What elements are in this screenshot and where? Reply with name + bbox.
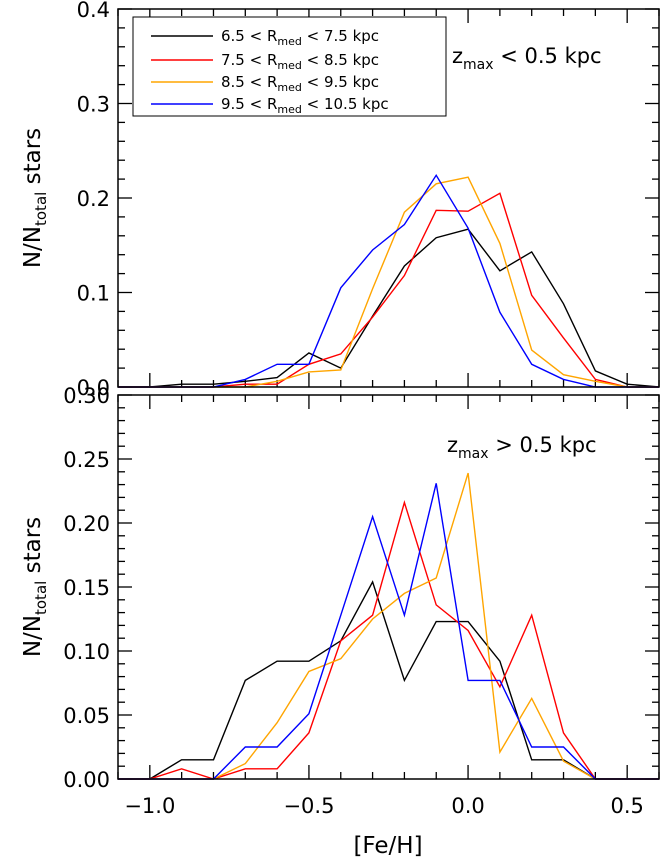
top-zmax-annotation: zmax < 0.5 kpc [452, 44, 602, 73]
y-tick-label: 0.3 [77, 93, 110, 117]
legend-label: 8.5 < Rmed < 9.5 kpc [221, 73, 379, 94]
bot-series-line-2 [118, 472, 659, 780]
x-tick-label: 0.5 [610, 794, 643, 818]
x-tick-label: −1.0 [124, 794, 175, 818]
top-y-tick-labels: 0.0 0.1 0.2 0.3 0.4 [77, 0, 110, 400]
top-panel: 0.0 0.1 0.2 0.3 0.4 N/Ntotal stars zmax < 0.… [20, 0, 660, 400]
legend-entry: 6.5 < Rmed < 7.5 kpc [151, 27, 379, 48]
bottom-series-group [118, 472, 659, 780]
bottom-panel: 0.00 0.05 0.10 0.15 0.20 0.25 0.30 −1.0 −0.5 0.0… [20, 384, 660, 859]
legend-entry: 8.5 < Rmed < 9.5 kpc [151, 73, 379, 94]
y-tick-label: 0.20 [63, 512, 110, 536]
x-tick-label: 0.0 [451, 794, 484, 818]
y-tick-label: 0.10 [63, 640, 110, 664]
y-tick-label: 0.4 [77, 0, 110, 22]
legend-label: 9.5 < Rmed < 10.5 kpc [221, 95, 389, 116]
legend-entry: 7.5 < Rmed < 8.5 kpc [151, 51, 379, 72]
x-tick-labels: −1.0 −0.5 0.0 0.5 [124, 794, 644, 818]
legend-box [132, 16, 447, 117]
y-tick-label: 0.05 [63, 704, 110, 728]
legend-label: 7.5 < Rmed < 8.5 kpc [221, 51, 379, 72]
legend-label: 6.5 < Rmed < 7.5 kpc [221, 27, 379, 48]
y-tick-label: 0.2 [77, 187, 110, 211]
y-tick-label: 0.00 [63, 768, 110, 792]
y-tick-label: 0.0 [77, 376, 110, 400]
y-tick-label: 0.1 [77, 282, 110, 306]
top-series-group [118, 173, 660, 388]
bot-series-line-1 [118, 500, 659, 780]
top-y-axis-title: N/Ntotal stars [20, 128, 50, 268]
y-tick-label: 0.25 [63, 448, 110, 472]
bottom-plot-frame [117, 394, 660, 780]
x-tick-label: −0.5 [283, 794, 334, 818]
y-tick-label: 0.15 [63, 576, 110, 600]
bottom-zmax-annotation: zmax > 0.5 kpc [447, 433, 597, 462]
x-axis-title: [Fe/H] [353, 833, 422, 859]
bottom-y-axis-title: N/Ntotal stars [20, 517, 50, 657]
y-tick-label: 0.30 [63, 384, 110, 408]
top-plot-frame [117, 8, 660, 388]
legend: 6.5 < Rmed < 7.5 kpc 7.5 < Rmed < 8.5 kp… [132, 16, 447, 117]
top-series-line-0 [118, 228, 660, 388]
bot-series-line-0 [118, 580, 659, 780]
bottom-y-tick-labels: 0.00 0.05 0.10 0.15 0.20 0.25 0.30 [63, 384, 110, 792]
legend-entry: 9.5 < Rmed < 10.5 kpc [151, 95, 389, 116]
top-series-line-3 [118, 173, 659, 388]
